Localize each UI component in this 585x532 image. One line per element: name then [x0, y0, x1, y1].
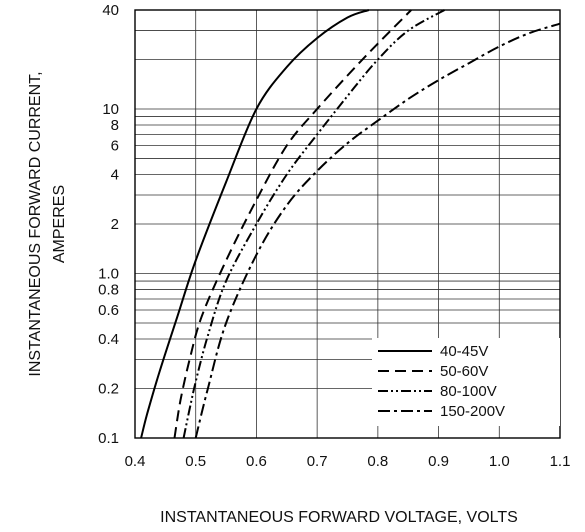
curve-40-45V — [140, 9, 370, 439]
y-tick-label: 0.8 — [98, 281, 119, 298]
y-tick-labels: 0.1 0.2 0.4 0.6 0.81.0 2 4 6 810 40 — [98, 2, 119, 447]
x-tick-labels: 0.4 0.5 0.6 0.7 0.8 0.9 1.0 1.1 — [125, 453, 571, 470]
x-tick-label: 0.8 — [367, 453, 388, 470]
x-tick-label: 0.5 — [185, 453, 206, 470]
y-tick-label: 6 — [111, 138, 119, 155]
y-tick-label: 4 — [111, 166, 119, 183]
legend-label: 40-45V — [440, 343, 488, 360]
y-tick-label: 8 — [111, 117, 119, 134]
x-tick-label: 1.0 — [489, 453, 510, 470]
y-tick-label: 2 — [111, 216, 119, 233]
x-tick-label: 0.9 — [428, 453, 449, 470]
x-tick-label: 1.1 — [550, 453, 571, 470]
y-tick-label: 0.2 — [98, 380, 119, 397]
legend-label: 50-60V — [440, 363, 488, 380]
plot-frame — [134, 9, 561, 439]
legend-label: 80-100V — [440, 383, 497, 400]
legend: 40-45V 50-60V 80-100V 150-200V — [372, 338, 560, 426]
curve-50-60V — [173, 9, 412, 439]
curve-80-100V — [182, 9, 446, 439]
y-axis-title-line2: AMPERES — [51, 185, 68, 263]
y-tick-label: 1.0 — [98, 266, 119, 283]
y-tick-label: 0.4 — [98, 331, 119, 348]
x-tick-label: 0.6 — [246, 453, 267, 470]
x-tick-label: 0.4 — [125, 453, 146, 470]
x-tick-label: 0.7 — [307, 453, 328, 470]
y-tick-label: 0.6 — [98, 302, 119, 319]
y-tick-label: 10 — [102, 101, 119, 118]
x-axis-title: INSTANTANEOUS FORWARD VOLTAGE, VOLTS — [160, 509, 518, 526]
legend-label: 150-200V — [440, 403, 505, 420]
y-tick-label: 40 — [102, 2, 119, 19]
y-tick-label: 0.1 — [98, 430, 119, 447]
series-curves — [140, 9, 561, 439]
curve-150-200V — [194, 22, 561, 439]
y-axis-title-line1: INSTANTANEOUS FORWARD CURRENT, — [27, 71, 44, 376]
